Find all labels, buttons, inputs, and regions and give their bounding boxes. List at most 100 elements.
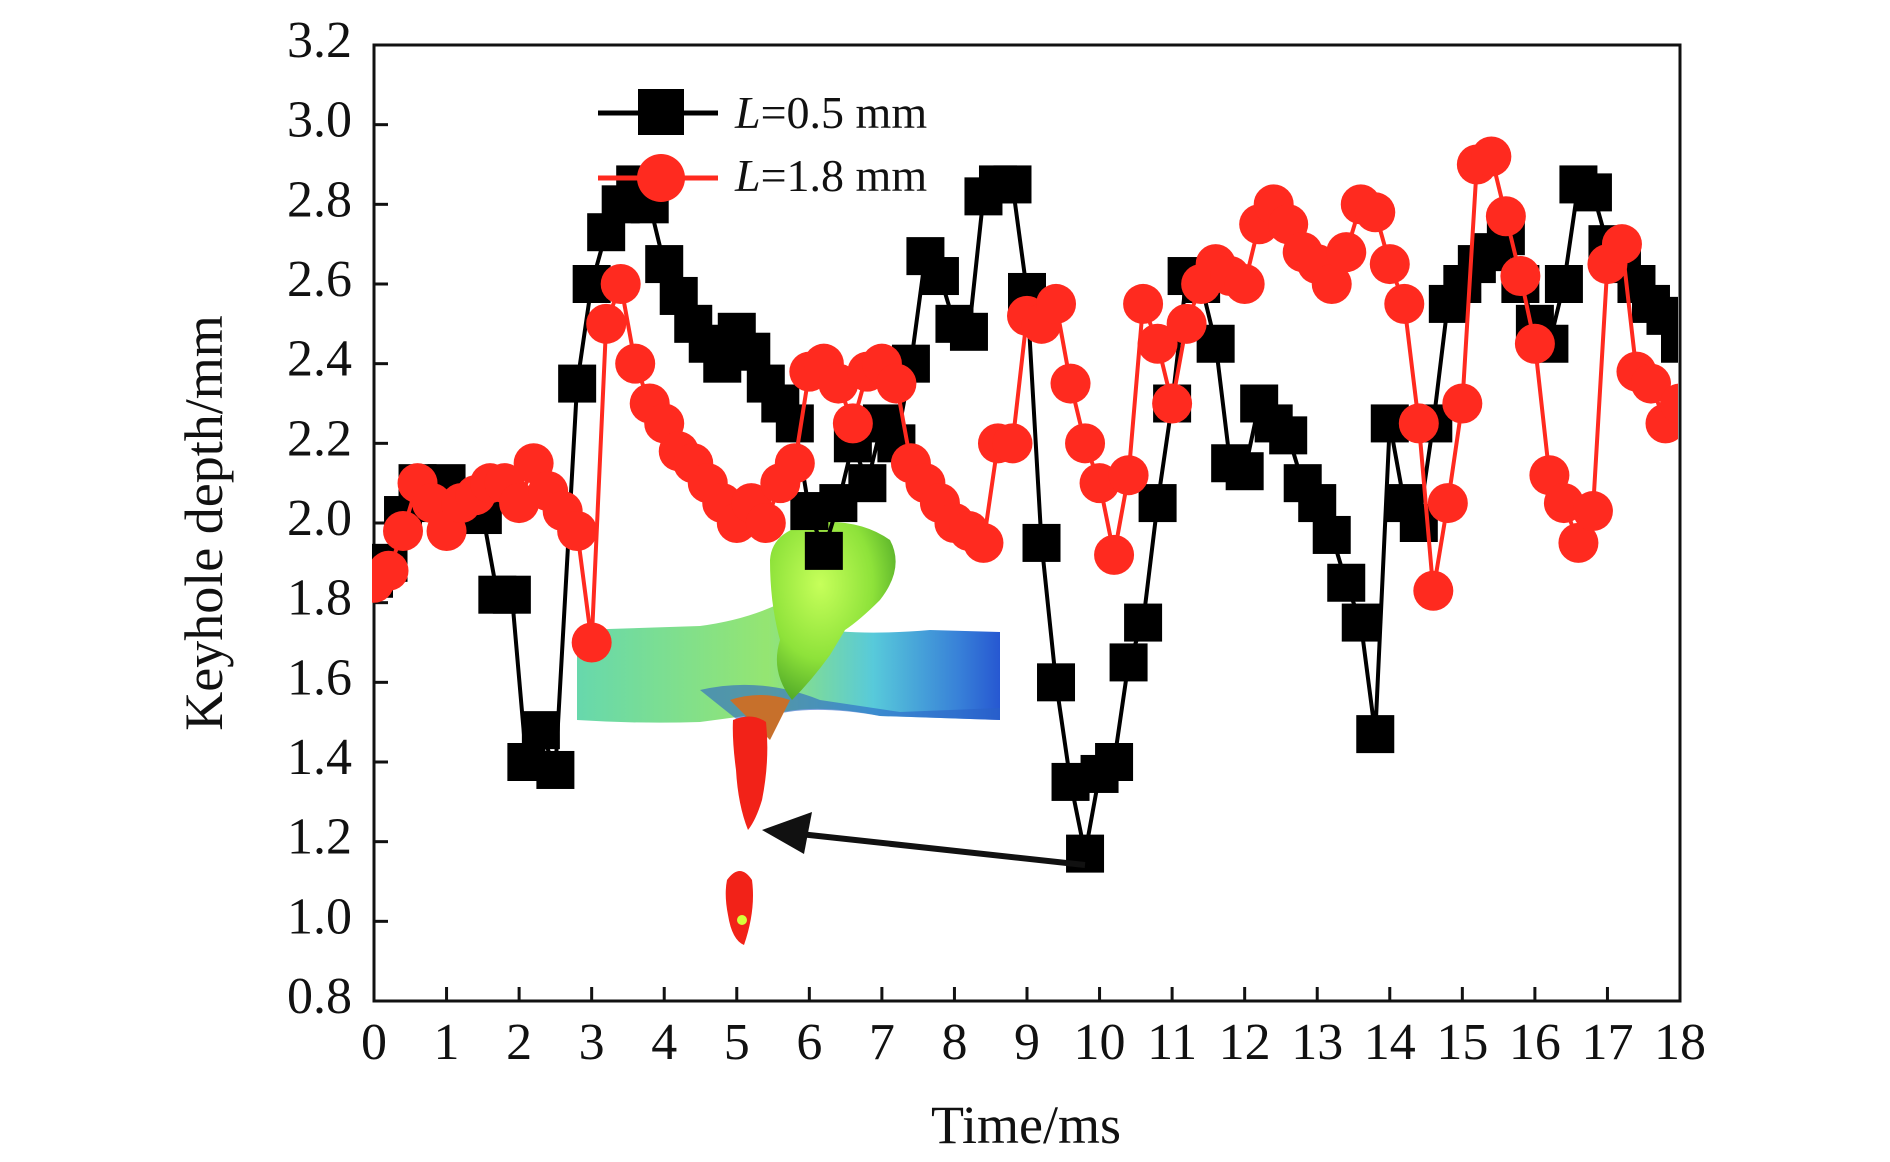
inset-keyhole-red xyxy=(732,716,768,830)
data-point xyxy=(571,622,612,663)
data-point xyxy=(586,303,627,344)
data-point xyxy=(1630,363,1671,404)
y-tick-label: 1.0 xyxy=(287,888,352,945)
x-tick-label: 17 xyxy=(1581,1014,1633,1071)
x-tick-label: 15 xyxy=(1436,1014,1488,1071)
y-tick-label: 1.6 xyxy=(287,649,352,706)
inset-bulb xyxy=(770,521,896,700)
x-tick-label: 6 xyxy=(796,1014,822,1071)
data-point xyxy=(848,464,887,503)
x-tick-label: 0 xyxy=(361,1014,387,1071)
data-point xyxy=(1298,484,1337,523)
data-point xyxy=(1573,173,1612,212)
x-tick-label: 7 xyxy=(869,1014,895,1071)
data-point xyxy=(615,343,656,384)
data-point xyxy=(949,312,988,351)
data-point xyxy=(876,363,917,404)
data-point xyxy=(1384,283,1425,324)
data-point xyxy=(1544,265,1583,303)
legend-item-0: L=0.5 mm xyxy=(598,87,927,138)
data-point xyxy=(1660,383,1678,424)
data-point xyxy=(1413,570,1454,611)
data-point xyxy=(1109,643,1148,682)
x-tick-label: 1 xyxy=(434,1014,460,1071)
arrow-annotation xyxy=(762,812,1086,868)
data-point xyxy=(1036,283,1077,324)
data-point xyxy=(1224,264,1265,304)
data-point xyxy=(732,332,771,371)
data-point xyxy=(920,257,959,296)
data-point xyxy=(1123,283,1164,324)
y-tick-label: 2.4 xyxy=(287,331,352,388)
data-point xyxy=(1356,715,1395,754)
data-point xyxy=(1661,324,1678,363)
y-tick-label: 2.8 xyxy=(287,171,352,228)
data-point xyxy=(1398,403,1439,444)
data-point xyxy=(1427,483,1468,524)
data-point xyxy=(1065,423,1106,464)
legend-marker-circle xyxy=(637,154,685,202)
data-point xyxy=(1137,323,1178,364)
x-tick-label: 5 xyxy=(724,1014,750,1071)
y-axis-title: Keyhole depth/mm xyxy=(174,315,234,730)
data-point xyxy=(1066,834,1105,873)
inset-plate-shade xyxy=(700,684,1000,726)
data-point xyxy=(1225,452,1264,491)
inset-bubble xyxy=(725,871,753,945)
data-point xyxy=(1108,455,1149,496)
data-point xyxy=(992,423,1033,464)
x-tick-label: 11 xyxy=(1147,1014,1197,1071)
data-point xyxy=(1095,743,1134,781)
data-point xyxy=(1558,522,1599,563)
y-tick-label: 3.0 xyxy=(287,92,352,149)
data-point xyxy=(1022,523,1061,562)
data-point xyxy=(1269,416,1308,455)
data-point xyxy=(492,575,531,614)
y-tick-label: 3.2 xyxy=(287,12,352,69)
data-point xyxy=(775,404,814,443)
data-point xyxy=(372,550,409,591)
data-point xyxy=(1326,232,1367,273)
data-point xyxy=(1152,383,1193,424)
data-point xyxy=(1312,515,1351,554)
series-layer xyxy=(372,136,1678,873)
data-point xyxy=(963,522,1004,563)
x-tick-label: 18 xyxy=(1654,1014,1706,1071)
x-tick-label: 9 xyxy=(1014,1014,1040,1071)
x-tick-label: 4 xyxy=(651,1014,677,1071)
data-point xyxy=(1500,256,1541,297)
y-tick-label: 2.2 xyxy=(287,410,352,467)
data-point xyxy=(383,510,424,551)
y-tick-label: 0.8 xyxy=(287,968,352,1025)
inset-bubble-core xyxy=(737,915,747,925)
data-point xyxy=(1341,603,1380,642)
data-point xyxy=(1166,303,1207,344)
data-point xyxy=(1572,491,1613,532)
x-tick-label: 16 xyxy=(1509,1014,1561,1071)
legend-item-1: L=1.8 mm xyxy=(598,150,927,202)
data-point xyxy=(1327,563,1366,602)
data-point xyxy=(536,750,575,789)
data-point xyxy=(1311,264,1352,304)
data-point xyxy=(1442,383,1483,424)
data-point xyxy=(745,503,786,543)
x-tick-label: 14 xyxy=(1364,1014,1416,1071)
svg-text:L=0.5 mm: L=0.5 mm xyxy=(734,87,927,138)
data-point xyxy=(993,165,1032,204)
series-1 xyxy=(372,136,1678,663)
data-point xyxy=(645,245,684,284)
svg-text:L=1.8 mm: L=1.8 mm xyxy=(734,150,927,201)
data-point xyxy=(832,403,873,444)
data-point xyxy=(1355,192,1396,233)
data-point xyxy=(600,264,641,304)
data-point xyxy=(1037,663,1076,702)
data-point xyxy=(521,711,560,750)
y-tick-label: 2.0 xyxy=(287,490,352,547)
x-tick-label: 3 xyxy=(579,1014,605,1071)
data-point xyxy=(1485,196,1526,237)
data-point xyxy=(557,510,598,551)
legend-marker-square xyxy=(638,89,684,135)
data-point xyxy=(1601,224,1642,265)
x-axis-title: Time/ms xyxy=(931,1095,1121,1155)
inset-keyhole-neck xyxy=(730,695,790,740)
